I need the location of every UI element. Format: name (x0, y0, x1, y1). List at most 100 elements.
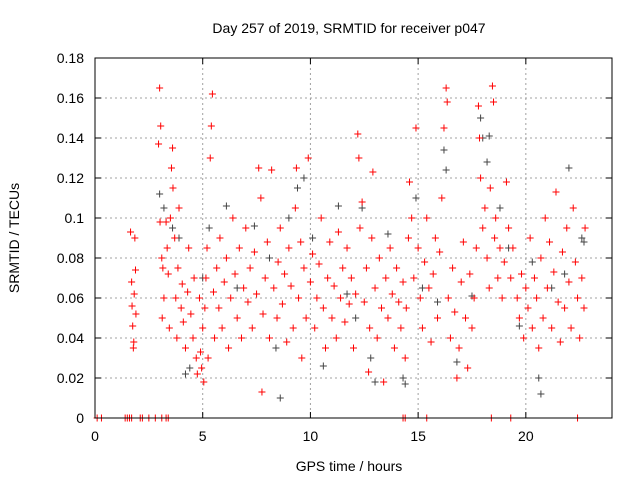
x-tick-label: 10 (303, 428, 319, 444)
data-point-p047 (384, 314, 392, 322)
data-point-p047 (324, 274, 332, 282)
y-axis-label: SRMTID / TECUs (6, 183, 22, 293)
data-point-p047 (427, 338, 435, 346)
data-point-p047 (328, 314, 336, 322)
data-point-p047 (273, 314, 281, 322)
data-point-p047 (157, 122, 165, 130)
data-point-p047 (309, 250, 317, 258)
data-point-p047 (257, 194, 265, 202)
data-point-p047 (486, 184, 494, 192)
data-point-other (343, 290, 351, 298)
data-point-other (496, 204, 504, 212)
data-point-p047 (488, 82, 496, 90)
data-point-p047 (297, 238, 305, 246)
data-point-p047 (197, 348, 205, 356)
data-point-p047 (129, 344, 137, 352)
data-point-p047 (203, 244, 211, 252)
data-point-p047 (283, 338, 291, 346)
data-point-p047 (304, 154, 312, 162)
data-point-p047 (155, 140, 163, 148)
data-point-p047 (539, 314, 547, 322)
data-point-p047 (337, 294, 345, 302)
data-point-p047 (492, 214, 500, 222)
data-point-p047 (242, 224, 250, 232)
data-point-p047 (362, 264, 370, 272)
data-point-p047 (240, 284, 248, 292)
data-point-other (565, 164, 573, 172)
data-point-p047 (414, 244, 422, 252)
data-point-p047 (206, 154, 214, 162)
data-point-p047 (552, 188, 560, 196)
data-point-p047 (388, 290, 396, 298)
data-point-p047 (522, 284, 530, 292)
data-point-p047 (410, 274, 418, 282)
data-point-p047 (187, 310, 195, 318)
x-tick-label: 5 (199, 428, 207, 444)
data-point-p047 (397, 324, 405, 332)
data-point-p047 (250, 248, 258, 256)
data-point-other (434, 298, 442, 306)
data-point-p047 (270, 284, 278, 292)
data-point-p047 (190, 274, 198, 282)
data-point-p047 (569, 204, 577, 212)
data-point-p047 (483, 254, 491, 262)
data-point-p047 (358, 198, 366, 206)
data-point-p047 (481, 204, 489, 212)
data-point-p047 (561, 304, 569, 312)
data-point-p047 (130, 338, 138, 346)
data-point-other (352, 314, 360, 322)
data-point-p047 (268, 166, 276, 174)
data-point-p047 (253, 290, 261, 298)
data-point-p047 (173, 334, 181, 342)
data-point-p047 (494, 274, 502, 282)
data-point-p047 (274, 258, 282, 266)
data-point-p047 (580, 304, 588, 312)
data-point-p047 (131, 234, 139, 242)
data-point-p047 (167, 164, 175, 172)
data-point-p047 (368, 234, 376, 242)
data-point-p047 (263, 238, 271, 246)
data-point-p047 (216, 234, 224, 242)
x-tick-label: 0 (91, 428, 99, 444)
y-tick-label: 0.14 (57, 130, 84, 146)
data-point-p047 (350, 344, 357, 352)
data-point-p047 (431, 234, 439, 242)
data-point-p047 (128, 278, 136, 286)
y-tick-label: 0 (76, 410, 84, 426)
data-point-p047 (382, 274, 390, 282)
data-point-other (399, 374, 407, 382)
data-point-p047 (313, 294, 321, 302)
data-point-p047 (375, 254, 383, 262)
data-point-p047 (289, 324, 297, 332)
data-point-p047 (169, 144, 177, 152)
data-point-p047 (371, 284, 379, 292)
data-point-p047 (406, 178, 414, 186)
data-point-p047 (360, 298, 368, 306)
data-point-p047 (502, 178, 510, 186)
x-tick-label: 15 (410, 428, 426, 444)
data-point-other (276, 394, 284, 402)
data-point-other (442, 166, 450, 174)
data-point-p047 (315, 260, 323, 268)
data-point-p047 (451, 308, 459, 316)
chart-title: Day 257 of 2019, SRMTID for receiver p04… (212, 20, 485, 36)
axis-ticks: 0 5 10 15 20 0 0.02 0.04 0.06 0.08 0.1 0.12 0.14 0.16… (57, 50, 612, 444)
data-point-p047 (496, 244, 504, 252)
data-point-p047 (345, 300, 353, 308)
data-point-p047 (156, 84, 164, 92)
data-point-p047 (412, 124, 420, 132)
data-point-p047 (227, 294, 235, 302)
data-point-p047 (334, 228, 342, 236)
data-point-other (309, 234, 317, 242)
data-point-p047 (438, 194, 446, 202)
data-point-other (578, 234, 586, 242)
data-point-p047 (171, 234, 179, 242)
data-point-p047 (440, 124, 448, 132)
data-point-p047 (477, 174, 485, 182)
data-point-p047 (399, 278, 407, 286)
data-point-p047 (474, 102, 482, 110)
data-point-p047 (298, 354, 306, 362)
data-point-p047 (556, 338, 564, 346)
data-point-p047 (300, 264, 308, 272)
